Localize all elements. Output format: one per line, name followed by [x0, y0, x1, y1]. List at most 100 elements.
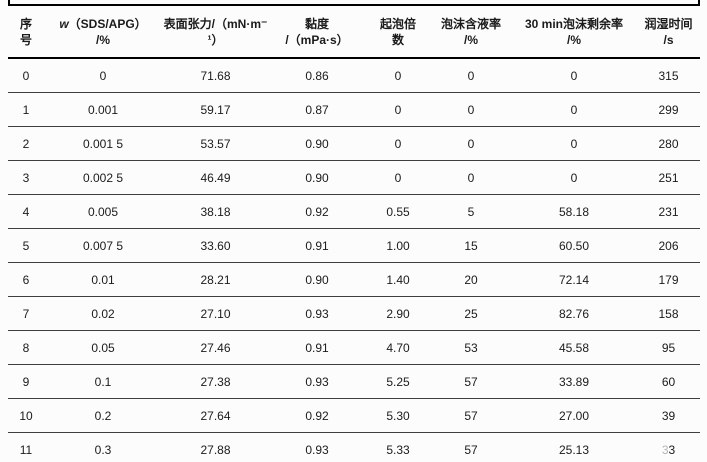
cell-serial: 5: [8, 228, 44, 263]
cell-viscosity: 0.93: [269, 364, 365, 399]
column-header-mass-fraction: w（SDS/APG） /%: [44, 5, 162, 59]
cell-foam-remaining-rate: 25.13: [511, 432, 637, 462]
cell-mass-fraction: 0.001: [44, 92, 162, 127]
cell-foam-liquid-content: 57: [431, 398, 511, 433]
cell-wetting-time: 60: [637, 364, 700, 399]
column-header-viscosity: 黏度 /（mPa·s）: [269, 5, 365, 59]
table-header: 序 号 w（SDS/APG） /% 表面张力/（mN·m⁻ ¹） 黏度 /（mP…: [8, 5, 700, 59]
cell-foam-liquid-content: 5: [431, 194, 511, 229]
cell-mass-fraction: 0.05: [44, 330, 162, 365]
cell-wetting-time: 95: [637, 330, 700, 365]
cell-serial: 9: [8, 364, 44, 399]
cell-foam-remaining-rate: 0: [570, 68, 578, 83]
cell-surface-tension: 59.17: [162, 92, 269, 127]
cell-wetting-time: 315: [658, 68, 679, 83]
cell-surface-tension: 27.10: [162, 296, 269, 331]
cell-foaming-ratio: 2.90: [365, 296, 431, 331]
header-line1: 30 min泡沫剩余率: [524, 16, 624, 31]
cell-wetting-time: 299: [637, 92, 700, 127]
table-row: 3 0.002 5 46.49 0.90 0 0 0 251: [8, 160, 700, 195]
cell-viscosity: 0.93: [269, 296, 365, 331]
header-line1: 序: [19, 16, 32, 31]
cell-foam-liquid-content: 0: [431, 92, 511, 127]
header-line1: 表面张力/（mN·m⁻: [163, 16, 268, 31]
cell-foam-remaining-rate: 82.76: [511, 296, 637, 331]
cell-mass-fraction: 0.002 5: [44, 160, 162, 195]
cell-mass-fraction: 0.2: [44, 398, 162, 433]
cell-mass-fraction: 0.1: [44, 364, 162, 399]
cell-wetting-time: 251: [637, 160, 700, 195]
table-row: 1 0.001 59.17 0.87 0 0 0 299: [8, 92, 700, 127]
header-line2: /%: [566, 32, 581, 47]
cell-surface-tension: 27.38: [162, 364, 269, 399]
cell-viscosity: 0.93: [269, 432, 365, 462]
cell-serial: 3: [8, 160, 44, 195]
cell-surface-tension: 53.57: [162, 126, 269, 161]
header-line2: /（mPa·s）: [285, 32, 349, 47]
cell-serial: 0: [22, 68, 30, 83]
cell-foam-remaining-rate: 0: [511, 92, 637, 127]
header-line2: /%: [463, 32, 478, 47]
cell-foaming-ratio: 5.33: [365, 432, 431, 462]
cell-serial: 8: [8, 330, 44, 365]
cell-surface-tension: 38.18: [162, 194, 269, 229]
column-header-foaming-ratio: 起泡倍 数: [365, 5, 431, 59]
cell-wetting-time: 206: [637, 228, 700, 263]
table-row: 5 0.007 5 33.60 0.91 1.00 15 60.50 206: [8, 228, 700, 263]
cell-foaming-ratio: 0: [365, 160, 431, 195]
table-row: 8 0.05 27.46 0.91 4.70 53 45.58 95: [8, 330, 700, 365]
cell-mass-fraction: 0.007 5: [44, 228, 162, 263]
cell-foam-remaining-rate: 33.89: [511, 364, 637, 399]
header-line1: 黏度: [304, 16, 329, 31]
cell-wetting-time: 280: [637, 126, 700, 161]
cell-surface-tension: 71.68: [200, 68, 231, 83]
column-header-foam-remaining-rate: 30 min泡沫剩余率 /%: [511, 5, 637, 59]
cell-foam-liquid-content: 0: [467, 68, 475, 83]
cell-foam-liquid-content: 0: [431, 126, 511, 161]
cell-viscosity: 0.92: [269, 398, 365, 433]
table-row: 7 0.02 27.10 0.93 2.90 25 82.76 158: [8, 296, 700, 331]
column-header-surface-tension: 表面张力/（mN·m⁻ ¹）: [162, 5, 269, 59]
header-line2: ¹）: [207, 32, 224, 47]
cell-surface-tension: 27.64: [162, 398, 269, 433]
table-edge-tick-right: [698, 0, 700, 6]
cell-foam-liquid-content: 57: [431, 432, 511, 462]
cell-serial: 11: [8, 432, 44, 462]
cell-foam-remaining-rate: 72.14: [511, 262, 637, 297]
table-body: 0 0 71.68 0.86 0 0 0 315 1 0.001 59.17 0.87 0 0 0 299 2 0…: [8, 58, 700, 462]
cell-viscosity: 0.87: [269, 92, 365, 127]
cell-foam-remaining-rate: 0: [511, 160, 637, 195]
cell-foam-remaining-rate: 58.18: [511, 194, 637, 229]
cell-mass-fraction: 0.02: [44, 296, 162, 331]
cell-foaming-ratio: 0.55: [365, 194, 431, 229]
cell-serial: 10: [8, 398, 44, 433]
cell-serial: 7: [8, 296, 44, 331]
cell-serial: 1: [8, 92, 44, 127]
cell-surface-tension: 27.46: [162, 330, 269, 365]
cell-surface-tension: 28.21: [162, 262, 269, 297]
cell-foam-liquid-content: 53: [431, 330, 511, 365]
header-line1: w（SDS/APG）: [44, 16, 162, 32]
cell-viscosity: 0.91: [269, 228, 365, 263]
header-line2: 号: [19, 32, 32, 47]
cell-viscosity: 0.90: [269, 126, 365, 161]
cell-foam-liquid-content: 15: [431, 228, 511, 263]
header-line2: /s: [663, 32, 674, 47]
cell-foaming-ratio: 0: [394, 68, 402, 83]
cell-wetting-time: 33: [637, 432, 700, 462]
cell-wetting-time: 179: [637, 262, 700, 297]
table-row: 4 0.005 38.18 0.92 0.55 5 58.18 231: [8, 194, 700, 229]
table-row: 0 0 71.68 0.86 0 0 0 315: [8, 58, 700, 93]
cell-foam-liquid-content: 25: [431, 296, 511, 331]
cell-foaming-ratio: 1.00: [365, 228, 431, 263]
header-text: （SDS/APG）: [68, 16, 147, 31]
cell-foam-remaining-rate: 45.58: [511, 330, 637, 365]
header-line1: 起泡倍: [379, 16, 416, 31]
cell-foaming-ratio: 4.70: [365, 330, 431, 365]
cell-mass-fraction: 0.001 5: [44, 126, 162, 161]
cell-serial: 2: [8, 126, 44, 161]
table-row: 11 0.3 27.88 0.93 5.33 57 25.13 33: [8, 432, 700, 462]
cell-foam-liquid-content: 0: [431, 160, 511, 195]
cell-mass-fraction: 0.01: [44, 262, 162, 297]
